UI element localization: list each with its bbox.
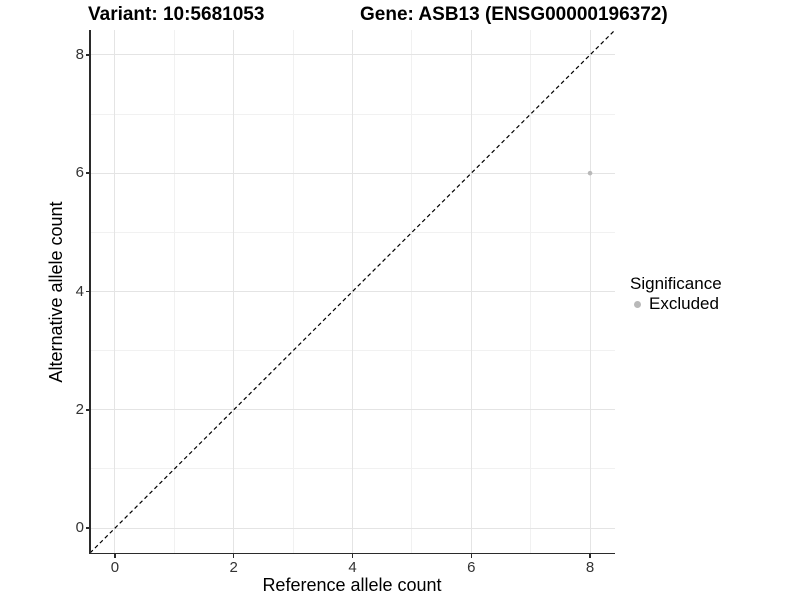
plot-panel <box>90 30 615 553</box>
y-tick-mark <box>85 409 90 411</box>
legend-title: Significance <box>630 274 722 293</box>
x-tick-mark <box>232 553 235 558</box>
y-tick-label: 6 <box>75 164 84 182</box>
y-major-gridline <box>90 291 615 292</box>
x-tick-label: 2 <box>229 559 238 576</box>
y-tick-label: 0 <box>75 519 84 537</box>
y-major-gridline <box>90 527 615 529</box>
excluded-point-icon <box>634 300 641 308</box>
y-major-gridline <box>90 409 615 411</box>
legend-item-label: Excluded <box>649 294 719 313</box>
y-tick-mark <box>85 290 90 293</box>
y-tick-label: 4 <box>75 282 84 300</box>
x-tick-label: 6 <box>467 559 476 576</box>
x-axis-title: Reference allele count <box>262 575 442 595</box>
x-tick-mark <box>470 553 473 558</box>
y-tick-mark <box>85 527 90 529</box>
y-tick-mark <box>85 172 90 174</box>
y-tick-label: 8 <box>75 45 84 63</box>
legend: Significance Excluded <box>630 274 722 313</box>
gene-title: Gene: ASB13 (ENSG00000196372) <box>360 4 668 25</box>
y-tick-mark <box>85 54 90 56</box>
y-major-gridline <box>90 172 615 174</box>
x-tick-mark <box>114 553 116 558</box>
y-major-gridline <box>90 54 615 56</box>
data-point-excluded <box>587 170 593 176</box>
identity-dashed-line <box>90 30 615 553</box>
legend-item-excluded: Excluded <box>630 295 722 313</box>
x-tick-label: 8 <box>585 559 595 576</box>
x-tick-label: 0 <box>110 559 120 576</box>
x-tick-mark <box>589 553 591 558</box>
y-tick-label: 2 <box>75 400 84 418</box>
x-tick-label: 4 <box>348 559 357 576</box>
x-tick-mark <box>351 553 354 558</box>
variant-title: Variant: 10:5681053 <box>88 4 265 25</box>
panel-canvas <box>90 30 615 553</box>
